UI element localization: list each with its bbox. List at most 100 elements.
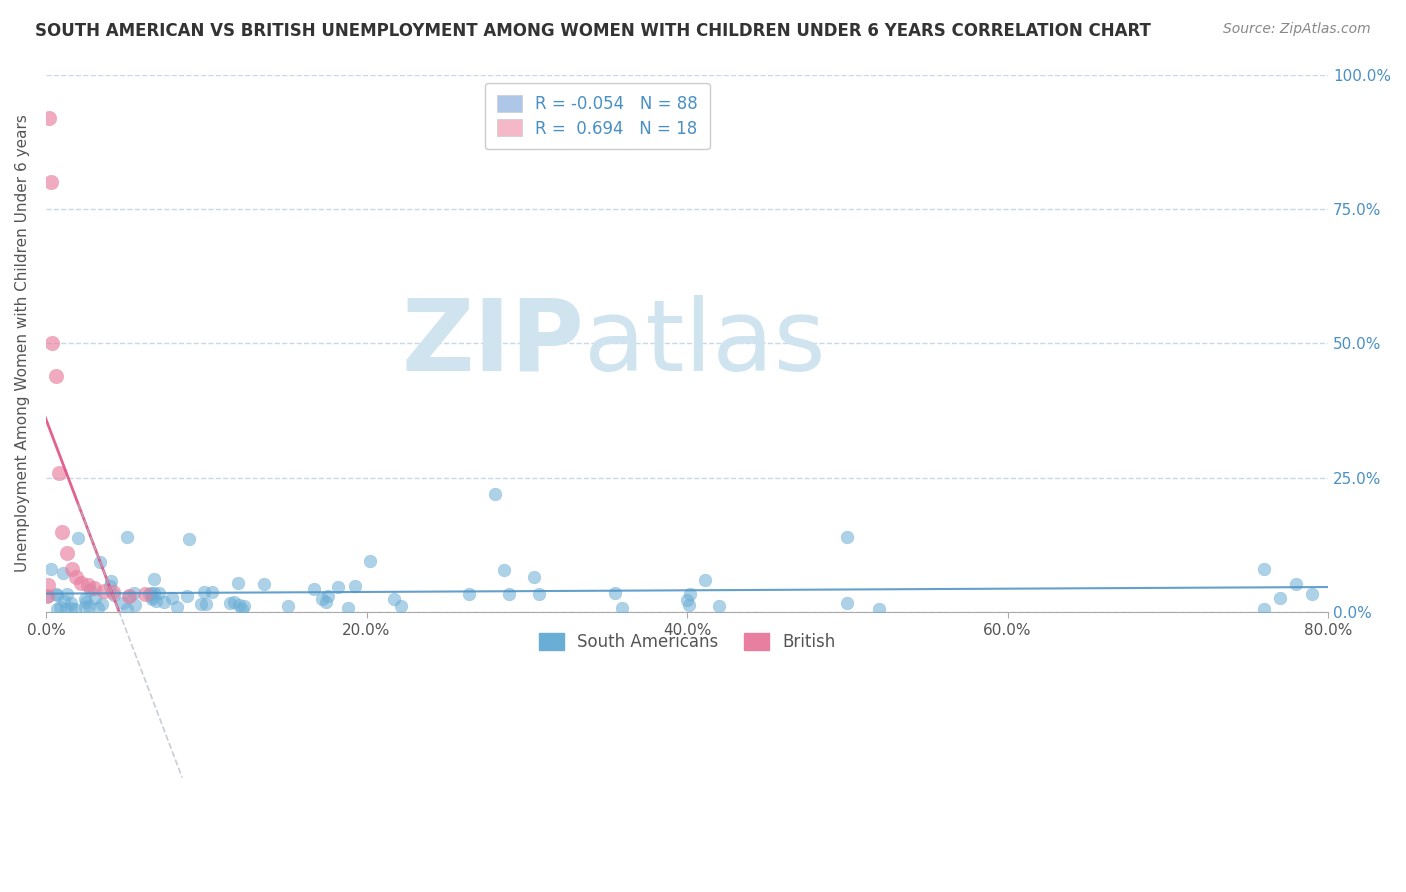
Point — [315, 595, 337, 609]
Point — [37, 578, 59, 592]
Point — [311, 592, 333, 607]
Text: Source: ZipAtlas.com: Source: ZipAtlas.com — [1223, 22, 1371, 37]
Point — [1285, 577, 1308, 591]
Point — [676, 593, 699, 607]
Point — [359, 554, 381, 568]
Point — [344, 579, 367, 593]
Point — [70, 575, 93, 590]
Point — [679, 587, 702, 601]
Point — [141, 590, 163, 604]
Point — [51, 524, 73, 539]
Point — [118, 589, 141, 603]
Point — [90, 597, 112, 611]
Point — [35, 589, 58, 603]
Point — [83, 581, 105, 595]
Point — [693, 573, 716, 587]
Point — [707, 599, 730, 614]
Point — [112, 596, 135, 610]
Point — [678, 599, 700, 613]
Point — [142, 586, 165, 600]
Point — [1253, 602, 1275, 616]
Point — [41, 336, 63, 351]
Point — [52, 566, 75, 581]
Point — [160, 591, 183, 605]
Text: SOUTH AMERICAN VS BRITISH UNEMPLOYMENT AMONG WOMEN WITH CHILDREN UNDER 6 YEARS C: SOUTH AMERICAN VS BRITISH UNEMPLOYMENT A… — [35, 22, 1152, 40]
Point — [1268, 591, 1291, 606]
Point — [55, 587, 77, 601]
Point — [142, 572, 165, 586]
Point — [103, 588, 125, 602]
Text: ZIP: ZIP — [402, 295, 585, 392]
Point — [1253, 562, 1275, 576]
Point — [118, 589, 141, 603]
Point — [837, 596, 859, 610]
Point — [45, 601, 67, 615]
Point — [253, 577, 276, 591]
Point — [48, 466, 70, 480]
Point — [55, 601, 77, 615]
Point — [141, 586, 163, 600]
Point — [179, 532, 201, 546]
Point — [222, 595, 245, 609]
Point — [195, 598, 218, 612]
Point — [45, 587, 67, 601]
Point — [190, 597, 212, 611]
Point — [193, 585, 215, 599]
Point — [484, 487, 506, 501]
Point — [166, 599, 188, 614]
Point — [103, 585, 125, 599]
Point — [141, 591, 163, 606]
Point — [228, 598, 250, 612]
Point — [93, 583, 115, 598]
Point — [612, 600, 634, 615]
Point — [176, 589, 198, 603]
Point — [498, 587, 520, 601]
Point — [48, 600, 70, 615]
Point — [100, 574, 122, 588]
Point — [63, 602, 86, 616]
Point — [391, 599, 413, 614]
Point — [605, 586, 627, 600]
Point — [75, 599, 97, 614]
Text: atlas: atlas — [585, 295, 827, 392]
Point — [41, 562, 63, 576]
Point — [837, 530, 859, 544]
Point — [231, 602, 253, 616]
Point — [232, 599, 254, 613]
Point — [115, 602, 138, 616]
Point — [65, 570, 87, 584]
Point — [226, 576, 249, 591]
Point — [148, 585, 170, 599]
Point — [326, 580, 349, 594]
Point — [77, 599, 100, 614]
Point — [45, 368, 67, 383]
Point — [124, 598, 146, 612]
Legend: R = -0.054   N = 88, R =  0.694   N = 18: R = -0.054 N = 88, R = 0.694 N = 18 — [485, 83, 710, 149]
Point — [98, 579, 121, 593]
Point — [494, 563, 516, 577]
Point — [73, 591, 96, 606]
Point — [277, 599, 299, 613]
Point — [457, 587, 479, 601]
Point — [76, 578, 98, 592]
Point — [53, 593, 76, 607]
Point — [153, 594, 176, 608]
Point — [145, 594, 167, 608]
Point — [316, 590, 339, 604]
Point — [59, 600, 82, 615]
Point — [337, 600, 360, 615]
Point — [382, 591, 405, 606]
Point — [1301, 587, 1323, 601]
Point — [38, 111, 60, 125]
Point — [79, 583, 101, 598]
Point — [37, 589, 59, 603]
Point — [56, 546, 79, 560]
Point — [60, 562, 83, 576]
Point — [527, 587, 550, 601]
Point — [39, 175, 62, 189]
Point — [122, 586, 145, 600]
Point — [218, 596, 240, 610]
Point — [304, 582, 326, 596]
Point — [523, 570, 546, 584]
Point — [134, 586, 156, 600]
